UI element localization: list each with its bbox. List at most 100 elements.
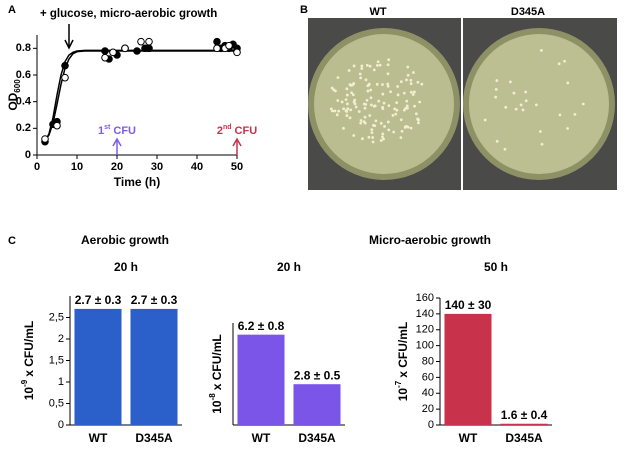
y-tick-label: 0,5 — [49, 397, 64, 409]
colony — [524, 90, 528, 94]
colony — [336, 76, 340, 80]
colony — [342, 126, 345, 130]
colony — [345, 87, 349, 91]
colony — [392, 130, 396, 134]
colony — [360, 67, 364, 70]
colony — [566, 81, 570, 85]
colony — [566, 127, 569, 130]
plate — [469, 34, 609, 174]
colony — [347, 69, 351, 72]
data-point — [145, 37, 153, 46]
y-axis-label: 10-7 x CFU/mL — [394, 322, 410, 402]
data-point — [213, 44, 221, 53]
y-tick-label: 20 — [422, 403, 434, 415]
data-point — [133, 47, 141, 55]
colony — [371, 136, 375, 139]
y-axis-label-exp: -8 — [208, 393, 217, 401]
colony — [369, 88, 373, 92]
colony — [406, 65, 410, 69]
colony — [557, 62, 561, 66]
colony — [359, 119, 363, 122]
x-tick-label: WT — [252, 431, 271, 445]
colony — [381, 135, 384, 139]
colony — [349, 108, 353, 112]
colony — [345, 102, 349, 106]
y-tick-label: 0.2 — [16, 122, 31, 134]
colony — [363, 115, 367, 119]
colony — [403, 125, 407, 129]
colony — [364, 78, 368, 82]
annotation: + glucose, micro-aerobic growth — [40, 8, 217, 20]
colony — [372, 104, 376, 108]
data-point — [101, 47, 109, 55]
colony — [399, 118, 403, 122]
panel-label: C — [8, 235, 16, 247]
annotation: 2nd CFU — [217, 124, 257, 137]
x-tick-label: D345A — [135, 431, 173, 445]
colony — [414, 112, 418, 116]
bar — [293, 384, 341, 425]
colony — [370, 128, 374, 132]
colony — [495, 79, 499, 82]
colony — [352, 134, 356, 137]
colony — [538, 130, 542, 133]
fit-curve — [44, 50, 237, 141]
fit-curve — [44, 49, 237, 143]
colony — [379, 121, 383, 125]
colony — [335, 113, 339, 117]
colony — [558, 113, 562, 117]
data-point — [53, 121, 61, 130]
colony — [386, 82, 390, 86]
annotation-text: CFU — [113, 125, 136, 137]
colony — [330, 109, 334, 113]
colony — [352, 100, 356, 104]
colony — [494, 95, 498, 99]
colony — [352, 64, 356, 68]
y-axis-label-base: 10 — [210, 400, 224, 414]
annotation-sup: st — [104, 124, 111, 131]
colony — [369, 96, 373, 100]
bar — [130, 308, 178, 425]
colony — [342, 107, 346, 111]
data-point — [225, 41, 233, 50]
colony — [381, 132, 385, 136]
colony — [581, 102, 585, 106]
colony — [344, 98, 348, 101]
y-axis-label: 10-9 x CFU/mL — [20, 321, 36, 401]
y-axis-label: OD600 — [6, 79, 22, 111]
data-label: 1.6 ± 0.4 — [501, 408, 548, 422]
colony — [362, 120, 366, 124]
colony — [411, 93, 415, 96]
colony — [409, 82, 413, 86]
y-tick-label: 2,5 — [49, 311, 64, 323]
colony — [418, 100, 422, 104]
y-tick-label: 0 — [428, 419, 434, 431]
colony — [345, 110, 349, 113]
colony — [395, 108, 399, 112]
colony — [399, 80, 403, 84]
colony — [372, 68, 376, 72]
colony — [405, 99, 409, 103]
data-label: 2.7 ± 0.3 — [131, 293, 178, 307]
y-axis-label-exp: -9 — [20, 379, 29, 387]
colony — [329, 107, 333, 111]
annotation-num: 2 — [217, 125, 223, 137]
colony — [381, 83, 384, 86]
y-tick-label: 60 — [422, 371, 434, 383]
colony — [376, 60, 380, 64]
y-axis-label-text: x CFU/mL — [396, 322, 410, 378]
y-tick-label: 0.4 — [16, 96, 32, 108]
data-point — [109, 48, 117, 57]
bar — [444, 313, 492, 425]
colony — [483, 118, 487, 122]
panel-label: B — [300, 4, 308, 16]
colony — [391, 114, 395, 117]
colony — [387, 58, 391, 62]
colony — [336, 99, 340, 102]
colony — [379, 139, 383, 142]
colony — [345, 93, 349, 97]
y-tick-label: 160 — [416, 292, 434, 304]
colony — [352, 82, 355, 86]
colony — [371, 123, 375, 127]
